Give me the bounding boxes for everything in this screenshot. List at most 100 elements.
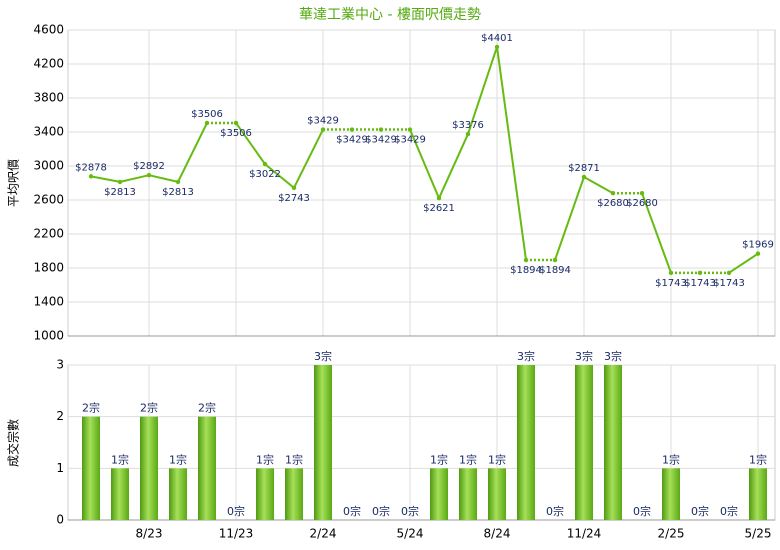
data-label: $1743 <box>655 278 687 289</box>
point <box>117 179 123 185</box>
x-tick-label: 11/23 <box>219 527 254 541</box>
line-segment <box>554 176 585 261</box>
data-label: 0宗 <box>546 504 564 518</box>
data-label: 1宗 <box>459 452 477 466</box>
data-label: 0宗 <box>227 504 245 518</box>
point <box>146 172 152 178</box>
data-label: $2813 <box>104 187 136 198</box>
line-segment <box>728 252 759 274</box>
line-segment <box>177 122 208 183</box>
point <box>349 127 355 132</box>
data-label: 1宗 <box>488 452 506 466</box>
line-segment <box>583 176 614 195</box>
data-label: 2宗 <box>82 401 100 415</box>
point <box>755 251 761 256</box>
point <box>175 179 181 185</box>
line-segment <box>641 192 672 274</box>
data-label: $3429 <box>336 135 368 146</box>
bar <box>140 416 158 520</box>
x-tick-label: 2/24 <box>310 527 337 541</box>
x-tick-label: 8/23 <box>136 527 163 541</box>
data-label: 1宗 <box>749 452 767 466</box>
point <box>378 127 384 132</box>
bar <box>82 416 100 520</box>
line-segment <box>235 122 266 165</box>
point <box>610 191 616 196</box>
data-label: 3宗 <box>314 349 332 363</box>
x-tick-label: 5/24 <box>397 527 424 541</box>
data-label: 1宗 <box>285 452 303 466</box>
y-tick-label: 3000 <box>33 159 64 173</box>
point <box>668 270 674 276</box>
data-label: 1宗 <box>111 452 129 466</box>
data-label: 2宗 <box>140 401 158 415</box>
y-axis-label: 平均呎價 <box>7 159 21 207</box>
y-tick-label: 3400 <box>33 125 64 139</box>
point <box>88 174 94 179</box>
data-label: $3429 <box>394 135 426 146</box>
point <box>697 270 703 276</box>
bar <box>314 365 332 520</box>
data-label: $1894 <box>539 265 571 276</box>
y-tick-label: 1000 <box>33 329 64 343</box>
point <box>465 131 471 137</box>
point <box>407 127 413 132</box>
line-segment <box>438 133 469 199</box>
point <box>523 257 529 263</box>
data-label: 3宗 <box>575 349 593 363</box>
data-label: $2813 <box>162 187 194 198</box>
data-label: $2621 <box>423 203 455 214</box>
y-tick-label: 3800 <box>33 91 64 105</box>
bar <box>749 468 767 520</box>
data-label: 0宗 <box>720 504 738 518</box>
line-segment <box>119 174 150 183</box>
bar <box>459 468 477 520</box>
data-label: 0宗 <box>372 504 390 518</box>
data-label: $3506 <box>191 109 223 120</box>
line-segment <box>264 163 295 189</box>
data-label: $1743 <box>684 278 716 289</box>
data-label: $3376 <box>452 120 484 131</box>
bar <box>517 365 535 520</box>
data-label: $2743 <box>278 193 310 204</box>
x-tick-label: 2/25 <box>658 527 685 541</box>
point <box>233 120 239 126</box>
data-label: $2871 <box>568 163 600 174</box>
bar <box>575 365 593 520</box>
point <box>726 270 732 276</box>
line-segment <box>148 174 179 183</box>
bar <box>604 365 622 520</box>
point <box>204 120 210 126</box>
y-tick-label: 4200 <box>33 57 64 71</box>
data-label: $2892 <box>133 161 165 172</box>
point <box>552 257 558 263</box>
data-label: $3506 <box>220 128 252 139</box>
y-tick-label: 0 <box>56 513 64 527</box>
y-tick-label: 1400 <box>33 295 64 309</box>
line-segment <box>496 46 527 261</box>
data-label: $2680 <box>626 198 658 209</box>
data-label: 2宗 <box>198 401 216 415</box>
plot-area <box>67 29 776 337</box>
data-label: $2878 <box>75 162 107 173</box>
x-tick-label: 8/24 <box>484 527 511 541</box>
point <box>320 127 326 132</box>
data-label: $4401 <box>481 33 513 44</box>
data-label: 0宗 <box>343 504 361 518</box>
y-tick-label: 2200 <box>33 227 64 241</box>
data-label: $1743 <box>713 278 745 289</box>
point <box>262 161 268 167</box>
y-axis-label: 成交宗數 <box>6 419 21 467</box>
data-label: 3宗 <box>604 349 622 363</box>
bar <box>111 468 129 520</box>
line-segment <box>90 175 121 183</box>
bar <box>285 468 303 520</box>
y-tick-label: 2600 <box>33 193 64 207</box>
data-label: $3429 <box>307 116 339 127</box>
bar <box>256 468 274 520</box>
line-segment <box>409 129 440 199</box>
point <box>436 196 442 201</box>
y-tick-label: 3 <box>56 358 64 372</box>
y-tick-label: 2 <box>56 409 64 423</box>
